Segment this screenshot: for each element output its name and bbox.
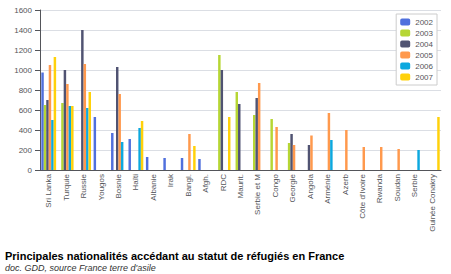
svg-text:RDC: RDC xyxy=(219,174,228,192)
svg-text:0: 0 xyxy=(28,166,33,175)
svg-text:Albanie: Albanie xyxy=(149,173,158,200)
svg-text:1200: 1200 xyxy=(14,46,32,55)
svg-text:Sri Lanka: Sri Lanka xyxy=(44,173,53,207)
svg-text:2006: 2006 xyxy=(415,62,433,71)
svg-text:1600: 1600 xyxy=(14,6,32,15)
svg-text:Afgh.: Afgh. xyxy=(201,174,210,193)
svg-text:Arménie: Arménie xyxy=(323,173,332,203)
svg-text:600: 600 xyxy=(19,106,33,115)
svg-text:400: 400 xyxy=(19,126,33,135)
svg-text:1400: 1400 xyxy=(14,26,32,35)
svg-text:800: 800 xyxy=(19,86,33,95)
svg-text:Turquie: Turquie xyxy=(62,173,71,200)
svg-text:Bosnie: Bosnie xyxy=(114,173,123,198)
svg-text:Congo: Congo xyxy=(271,173,280,197)
svg-text:200: 200 xyxy=(19,146,33,155)
svg-text:Azerb: Azerb xyxy=(341,173,350,194)
svg-text:Georgie: Georgie xyxy=(288,173,297,202)
svg-text:doc. GDD, source France terre: doc. GDD, source France terre d'asile xyxy=(5,263,156,273)
svg-text:Côte d'Ivoire: Côte d'Ivoire xyxy=(358,173,367,218)
svg-text:Soudan: Soudan xyxy=(393,174,402,202)
svg-text:Angola: Angola xyxy=(306,173,315,198)
svg-text:Yougos: Yougos xyxy=(97,174,106,200)
svg-text:Maurit.: Maurit. xyxy=(236,174,245,198)
svg-text:2002: 2002 xyxy=(415,18,433,27)
svg-text:Irak: Irak xyxy=(166,173,175,187)
svg-text:2005: 2005 xyxy=(415,51,433,60)
svg-text:2003: 2003 xyxy=(415,29,433,38)
svg-text:Serbie et M: Serbie et M xyxy=(253,174,262,215)
svg-text:Haïti: Haïti xyxy=(131,174,140,191)
svg-text:1000: 1000 xyxy=(14,66,32,75)
svg-text:2004: 2004 xyxy=(415,40,433,49)
svg-text:Bangl.: Bangl. xyxy=(184,174,193,197)
svg-text:Guinée Conakry: Guinée Conakry xyxy=(428,174,437,232)
svg-text:Serbie: Serbie xyxy=(410,173,419,197)
svg-text:Rwanda: Rwanda xyxy=(375,173,384,203)
svg-text:Principales nationalités accéd: Principales nationalités accédant au sta… xyxy=(5,250,344,262)
svg-text:2007: 2007 xyxy=(415,73,433,82)
svg-text:Russie: Russie xyxy=(79,173,88,198)
